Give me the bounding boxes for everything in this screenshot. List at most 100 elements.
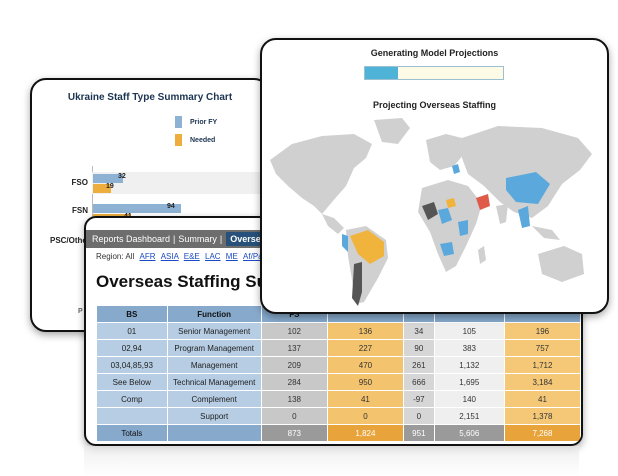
table-cell: 950 bbox=[326, 373, 404, 391]
table-cell: 196 bbox=[503, 322, 581, 340]
bar-fsn-prior-fy bbox=[93, 204, 181, 213]
bar-fso-needed bbox=[93, 184, 111, 193]
table-cell: 105 bbox=[433, 322, 505, 340]
table-row: Support 0 0 0 2,151 1,378 bbox=[96, 407, 581, 425]
table-cell: 2,151 bbox=[433, 407, 505, 425]
chart-title: Ukraine Staff Type Summary Chart bbox=[67, 92, 233, 103]
region-link-lac[interactable]: LAC bbox=[205, 252, 221, 261]
table-cell: 666 bbox=[402, 373, 435, 391]
region-link-afpak[interactable]: Af/Pak bbox=[243, 252, 267, 261]
map-nigeria-blue bbox=[438, 208, 452, 224]
table-cell: 383 bbox=[433, 339, 505, 357]
table-cell: 470 bbox=[326, 356, 404, 374]
category-label-fsn: FSN bbox=[72, 206, 88, 215]
table-cell: 90 bbox=[402, 339, 435, 357]
totals-cell bbox=[166, 424, 262, 442]
bar-label-fsn-prior: 94 bbox=[167, 203, 175, 210]
map-india bbox=[496, 204, 508, 224]
map-southeast-asia-blue bbox=[518, 206, 530, 228]
region-link-ee[interactable]: E&E bbox=[183, 252, 200, 261]
bar-label-fso-prior: 32 bbox=[118, 173, 126, 180]
bar-fso-prior-fy bbox=[93, 174, 123, 183]
bar-label-fso-needed: 19 bbox=[106, 183, 114, 190]
world-map bbox=[270, 118, 592, 306]
table-cell: 138 bbox=[260, 390, 328, 408]
nav-reports-dashboard[interactable]: Reports Dashboard bbox=[92, 234, 171, 244]
map-brazil-orange bbox=[350, 230, 384, 264]
nav-summary[interactable]: Summary bbox=[178, 234, 217, 244]
region-link-asia[interactable]: ASIA bbox=[160, 252, 179, 261]
table-row: 03,04,85,93 Management 209 470 261 1,132 1,712 bbox=[96, 356, 581, 374]
table-cell: 1,695 bbox=[433, 373, 505, 391]
legend-needed: Needed bbox=[175, 134, 215, 146]
table-cell: 227 bbox=[326, 339, 404, 357]
page-title: Overseas Staffing Sum bbox=[96, 272, 283, 291]
header-bs: BS bbox=[96, 305, 168, 323]
model-progress-bar bbox=[364, 66, 504, 80]
table-cell: 41 bbox=[503, 390, 581, 408]
table-row: 01 Senior Management 102 136 34 105 196 bbox=[96, 322, 581, 340]
map-southern-africa-blue bbox=[440, 242, 454, 256]
table-cell: 140 bbox=[433, 390, 505, 408]
map-china-blue bbox=[506, 172, 550, 204]
table-cell: Senior Management bbox=[166, 322, 262, 340]
category-label-psc: PSC/Other bbox=[49, 236, 90, 245]
region-link-me[interactable]: ME bbox=[225, 252, 238, 261]
category-label-fso: FSO bbox=[71, 178, 88, 187]
table-cell: 136 bbox=[326, 322, 404, 340]
table-cell: 261 bbox=[402, 356, 435, 374]
table-cell: 02,94 bbox=[96, 339, 168, 357]
map-afghanistan-red bbox=[476, 194, 490, 210]
table-cell: 34 bbox=[402, 322, 435, 340]
table-cell: 1,378 bbox=[503, 407, 581, 425]
legend-label-prior: Prior FY bbox=[190, 118, 218, 126]
table-cell: See Below bbox=[96, 373, 168, 391]
totals-cell: 7,268 bbox=[503, 424, 581, 442]
table-cell: 1,712 bbox=[503, 356, 581, 374]
table-cell: 01 bbox=[96, 322, 168, 340]
totals-cell: 5,606 bbox=[433, 424, 505, 442]
staffing-table: BS Function FS 01 Senior Management 102 136… bbox=[96, 305, 581, 442]
table-row: Comp Complement 138 41 -97 140 41 bbox=[96, 390, 581, 408]
region-link-afr[interactable]: AFR bbox=[139, 252, 156, 261]
nav-separator: | bbox=[219, 234, 223, 244]
table-cell: 137 bbox=[260, 339, 328, 357]
chart-band bbox=[92, 172, 268, 194]
table-cell: 41 bbox=[326, 390, 404, 408]
map-west-africa-dark bbox=[422, 202, 438, 220]
region-label: Region: All bbox=[96, 252, 135, 261]
totals-label: Totals bbox=[96, 424, 168, 442]
totals-cell: 873 bbox=[260, 424, 328, 442]
table-cell: Support bbox=[166, 407, 262, 425]
table-cell: Management bbox=[166, 356, 262, 374]
table-cell: Program Management bbox=[166, 339, 262, 357]
map-title: Projecting Overseas Staffing bbox=[372, 100, 497, 110]
totals-cell: 1,824 bbox=[326, 424, 404, 442]
table-cell: 1,132 bbox=[433, 356, 505, 374]
map-andes-blue bbox=[342, 234, 348, 252]
table-cell: -97 bbox=[402, 390, 435, 408]
table-cell: 0 bbox=[260, 407, 328, 425]
map-east-africa-blue bbox=[458, 220, 468, 236]
map-europe-blue bbox=[452, 164, 460, 174]
table-cell: 03,04,85,93 bbox=[96, 356, 168, 374]
table-cell: 0 bbox=[402, 407, 435, 425]
nav-separator: | bbox=[173, 234, 176, 244]
progress-title: Generating Model Projections bbox=[370, 48, 499, 58]
table-cell: 0 bbox=[326, 407, 404, 425]
legend-prior-fy: Prior FY bbox=[175, 116, 217, 128]
table-row: 02,94 Program Management 137 227 90 383 757 bbox=[96, 339, 581, 357]
progress-fill bbox=[365, 67, 399, 79]
table-cell bbox=[96, 407, 168, 425]
legend-swatch-prior bbox=[175, 116, 182, 128]
table-cell: Comp bbox=[96, 390, 168, 408]
reflection bbox=[84, 446, 579, 476]
map-argentina-dark bbox=[352, 262, 362, 306]
projection-map-card: Generating Model Projections Projecting … bbox=[260, 38, 609, 314]
table-cell: 209 bbox=[260, 356, 328, 374]
table-cell: 3,184 bbox=[503, 373, 581, 391]
region-filter: Region: All AFR ASIA E&E LAC ME Af/Pak I… bbox=[96, 252, 279, 261]
table-cell: Complement bbox=[166, 390, 262, 408]
overseas-staffing-card: Reports Dashboard | Summary | Overseas R… bbox=[84, 216, 583, 446]
table-cell: Technical Management bbox=[166, 373, 262, 391]
